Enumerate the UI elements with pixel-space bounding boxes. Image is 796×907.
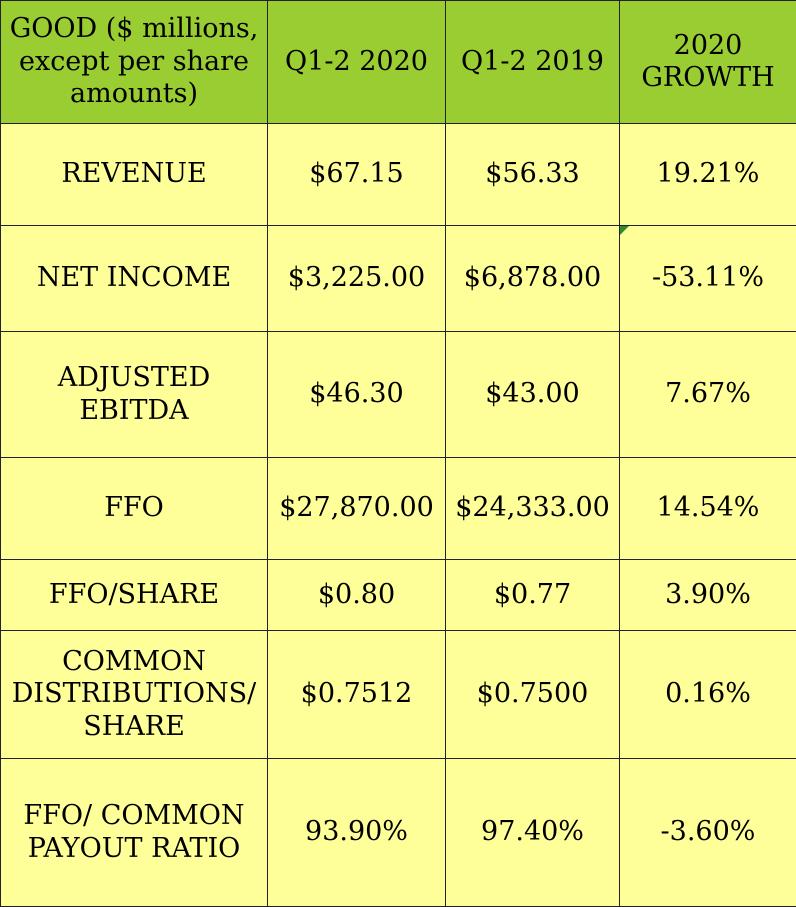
growth-value-text: -53.11% xyxy=(652,262,764,293)
row-label: NET INCOME xyxy=(1,226,268,332)
value-2019: $6,878.00 xyxy=(446,226,620,332)
growth-value: -3.60% xyxy=(620,759,796,907)
value-2020: $3,225.00 xyxy=(268,226,446,332)
value-2020: $46.30 xyxy=(268,332,446,458)
row-label: FFO/SHARE xyxy=(1,560,268,631)
value-2019: 97.40% xyxy=(446,759,620,907)
row-label: FFO/ COMMON PAYOUT RATIO xyxy=(1,759,268,907)
header-row: GOOD ($ millions, except per share amoun… xyxy=(1,1,796,124)
value-2020: $0.80 xyxy=(268,560,446,631)
row-label: ADJUSTED EBITDA xyxy=(1,332,268,458)
value-2019: $24,333.00 xyxy=(446,458,620,560)
row-label: REVENUE xyxy=(1,124,268,226)
value-2019: $43.00 xyxy=(446,332,620,458)
growth-value: 19.21% xyxy=(620,124,796,226)
table-row: FFO/ COMMON PAYOUT RATIO 93.90% 97.40% -… xyxy=(1,759,796,907)
value-2019: $0.77 xyxy=(446,560,620,631)
growth-value: 3.90% xyxy=(620,560,796,631)
header-q1-2-2020: Q1-2 2020 xyxy=(268,1,446,124)
table-row: FFO $27,870.00 $24,333.00 14.54% xyxy=(1,458,796,560)
table-row: FFO/SHARE $0.80 $0.77 3.90% xyxy=(1,560,796,631)
growth-value: 7.67% xyxy=(620,332,796,458)
table-row: ADJUSTED EBITDA $46.30 $43.00 7.67% xyxy=(1,332,796,458)
header-q1-2-2019: Q1-2 2019 xyxy=(446,1,620,124)
value-2020: $27,870.00 xyxy=(268,458,446,560)
header-metric: GOOD ($ millions, except per share amoun… xyxy=(1,1,268,124)
value-2020: $67.15 xyxy=(268,124,446,226)
header-2020-growth: 2020 GROWTH xyxy=(620,1,796,124)
growth-value: 0.16% xyxy=(620,631,796,759)
row-label: FFO xyxy=(1,458,268,560)
table-row: NET INCOME $3,225.00 $6,878.00 -53.11% xyxy=(1,226,796,332)
growth-value: -53.11% xyxy=(620,226,796,332)
table-row: REVENUE $67.15 $56.33 19.21% xyxy=(1,124,796,226)
value-2020: 93.90% xyxy=(268,759,446,907)
growth-value: 14.54% xyxy=(620,458,796,560)
table-row: COMMON DISTRIBUTIONS/ SHARE $0.7512 $0.7… xyxy=(1,631,796,759)
comment-marker-icon xyxy=(620,226,629,235)
value-2019: $56.33 xyxy=(446,124,620,226)
value-2020: $0.7512 xyxy=(268,631,446,759)
value-2019: $0.7500 xyxy=(446,631,620,759)
row-label: COMMON DISTRIBUTIONS/ SHARE xyxy=(1,631,268,759)
